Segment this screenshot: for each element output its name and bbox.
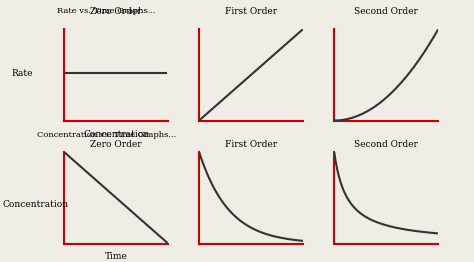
- Text: First Order: First Order: [225, 7, 277, 15]
- Text: Rate vs. Time Graphs...: Rate vs. Time Graphs...: [57, 7, 156, 15]
- Text: Second Order: Second Order: [355, 7, 418, 15]
- Text: Concentration: Concentration: [83, 130, 149, 139]
- Text: Concentration vs. Time Graphs...: Concentration vs. Time Graphs...: [37, 131, 176, 139]
- Text: Rate: Rate: [12, 69, 33, 78]
- Text: Zero Order: Zero Order: [91, 7, 142, 15]
- Text: Zero Order: Zero Order: [91, 140, 142, 149]
- Text: Concentration: Concentration: [2, 200, 69, 209]
- Text: Second Order: Second Order: [355, 140, 418, 149]
- Text: Time: Time: [105, 252, 128, 260]
- Text: First Order: First Order: [225, 140, 277, 149]
